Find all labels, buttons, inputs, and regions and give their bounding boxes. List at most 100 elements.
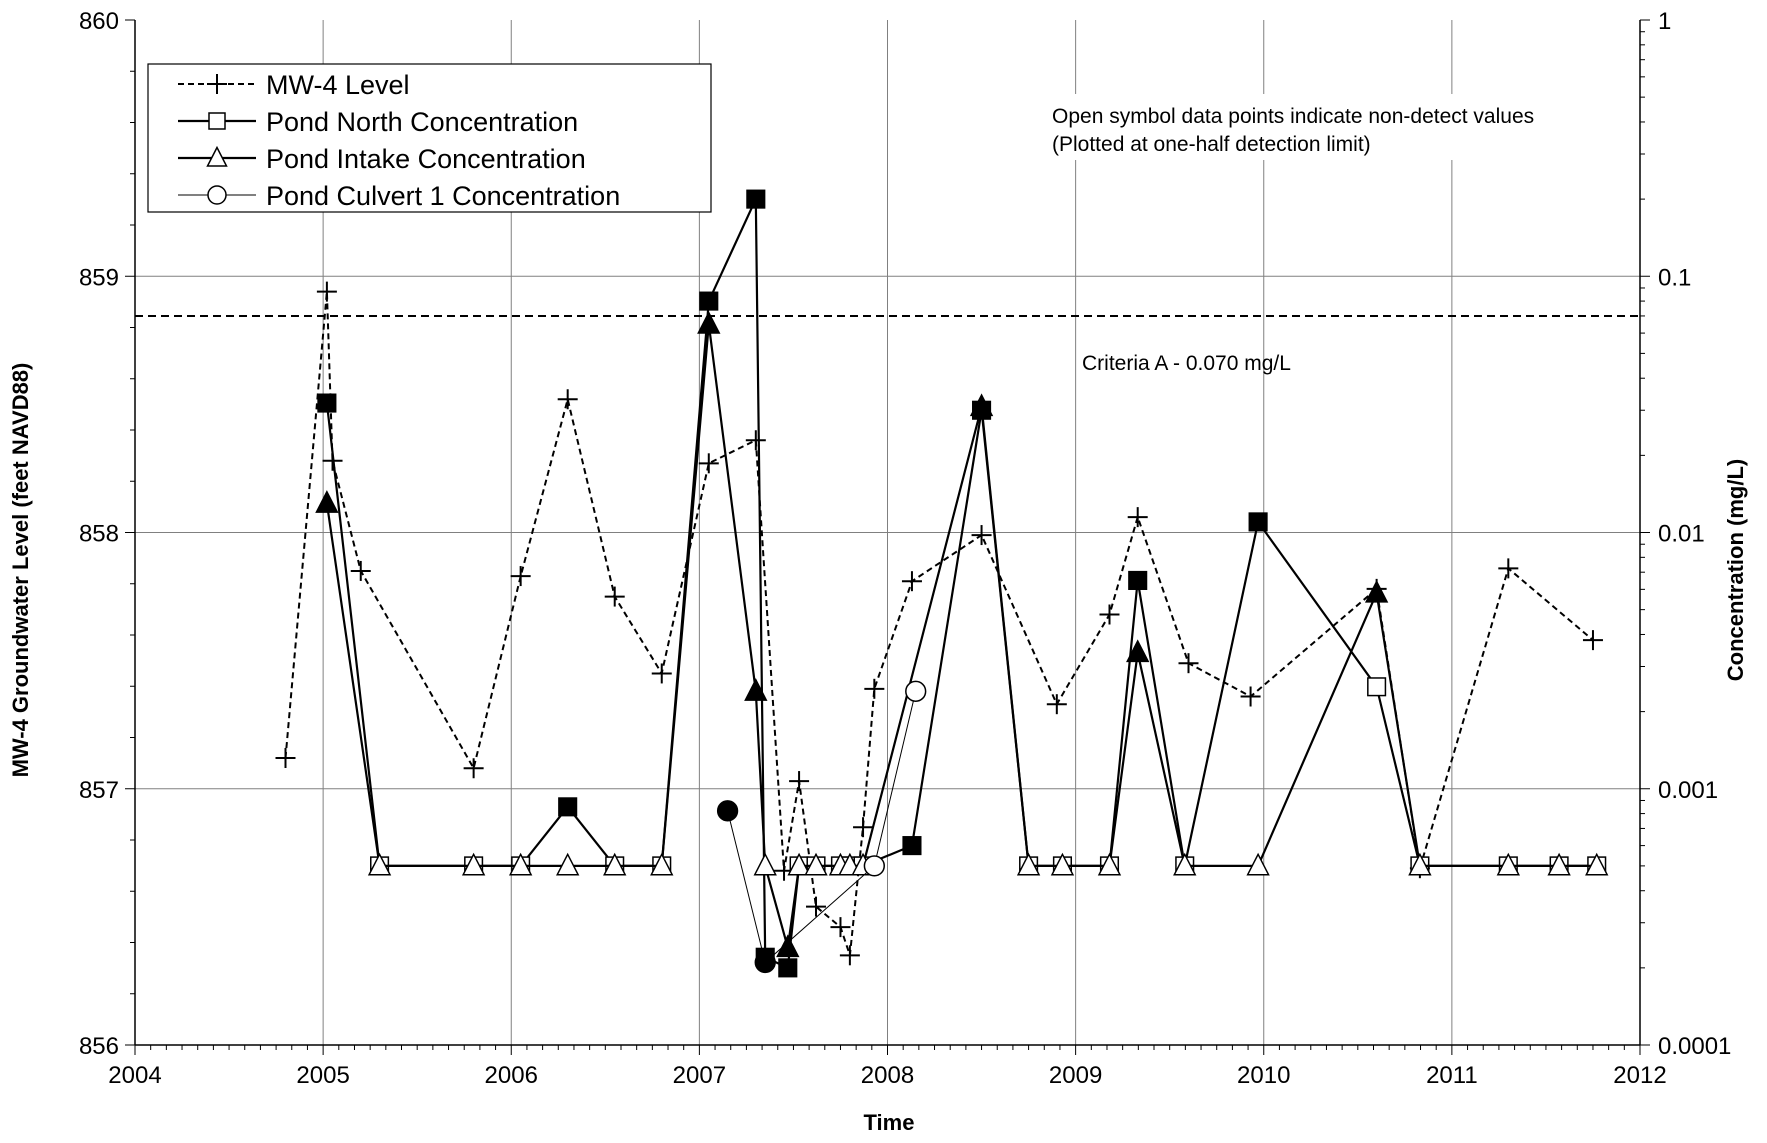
legend-label: MW-4 Level: [266, 70, 410, 100]
y-right-tick-label: 0.01: [1658, 521, 1705, 548]
criteria-label: Criteria A - 0.070 mg/L: [1082, 352, 1291, 375]
series-line: [284, 291, 1594, 956]
triangle-marker: [697, 310, 721, 334]
triangle-marker: [1408, 852, 1432, 876]
series-layer: [275, 189, 1609, 978]
x-tick-label: 2006: [485, 1062, 538, 1089]
x-tick-label: 2012: [1613, 1062, 1666, 1089]
y-left-tick-label: 860: [79, 8, 119, 35]
plus-marker: [1498, 558, 1519, 579]
triangle-marker: [1173, 852, 1197, 876]
plus-marker: [350, 560, 371, 581]
tick-labels: 2004 2005 2006 2007 2008 2009 2010 2011 2012 856 8…: [79, 8, 1731, 1089]
y-left-tick-label: 859: [79, 264, 119, 291]
plus-marker: [651, 663, 672, 684]
triangle-marker: [1246, 852, 1270, 876]
series-pond-intake-concentration: [315, 310, 1609, 958]
circle-marker: [716, 800, 739, 822]
plus-marker: [510, 566, 531, 587]
legend-box: [147, 63, 712, 213]
x-axis-title: Time: [864, 1110, 915, 1135]
y-left-tick-label: 856: [79, 1033, 119, 1060]
triangle-marker: [650, 852, 674, 876]
square-marker: [558, 797, 578, 817]
legend-entry: Pond North Concentration: [178, 107, 578, 137]
triangle-marker: [556, 852, 580, 876]
legend-label: Pond North Concentration: [266, 107, 578, 137]
triangle-marker: [1585, 852, 1609, 876]
square-marker: [746, 189, 766, 209]
legend: MW-4 Level Pond North Concentration Pond I…: [147, 63, 712, 213]
legend-entry: MW-4 Level: [178, 70, 410, 100]
plus-marker: [1127, 507, 1148, 528]
plus-marker: [806, 896, 827, 917]
circle-marker: [905, 680, 927, 702]
plus-marker: [864, 678, 885, 699]
y-right-tick-label: 0.1: [1658, 264, 1691, 291]
triangle-marker: [603, 852, 627, 876]
plus-marker: [1582, 630, 1603, 651]
square-marker: [902, 836, 922, 856]
y-right-axis-title: Concentration (mg/L): [1723, 459, 1748, 681]
triangle-marker: [1097, 852, 1122, 876]
plus-marker: [853, 817, 874, 838]
square-marker: [778, 958, 798, 978]
axes: [125, 19, 1650, 1055]
legend-square-marker: [208, 112, 226, 130]
annotation-box: [1045, 94, 1615, 160]
plus-marker: [275, 748, 296, 768]
triangle-marker: [969, 393, 994, 417]
plus-marker: [830, 917, 851, 938]
triangle-marker: [1016, 852, 1041, 876]
plus-marker: [463, 758, 484, 779]
series-mw-4-level: [275, 281, 1603, 966]
legend-circle-marker: [207, 185, 227, 205]
y-left-axis-title: MW-4 Groundwater Level (feet NAVD88): [8, 363, 33, 778]
x-tick-label: 2008: [861, 1062, 914, 1089]
y-left-tick-label: 858: [79, 521, 119, 548]
plus-marker: [839, 945, 860, 966]
series-line: [325, 324, 1597, 948]
legend-label: Pond Culvert 1 Concentration: [266, 181, 620, 211]
series-pond-culvert-1-concentration: [716, 680, 927, 974]
legend-plus-marker: [207, 74, 227, 94]
legend-triangle-marker: [206, 145, 228, 167]
triangle-marker: [508, 852, 533, 876]
square-marker: [317, 393, 337, 413]
plus-marker: [1099, 604, 1120, 625]
square-marker: [1248, 512, 1268, 532]
plus-marker: [971, 525, 992, 546]
square-marker: [1128, 570, 1148, 590]
triangle-marker: [1126, 639, 1150, 663]
plus-marker: [316, 281, 337, 302]
plus-marker: [1046, 694, 1067, 715]
triangle-marker: [1496, 852, 1520, 876]
circle-marker: [754, 951, 776, 974]
y-right-tick-label: 0.001: [1658, 777, 1718, 804]
triangle-marker: [1050, 852, 1075, 876]
triangle-marker: [367, 852, 392, 876]
triangle-marker: [461, 852, 486, 876]
triangle-marker: [315, 490, 339, 513]
triangle-marker: [787, 852, 811, 876]
legend-entry: Pond Intake Concentration: [178, 144, 586, 174]
square-marker: [1367, 677, 1387, 697]
plus-marker: [698, 453, 719, 474]
legend-label: Pond Intake Concentration: [266, 144, 586, 174]
plus-marker: [901, 571, 922, 592]
y-right-tick-label: 0.0001: [1658, 1033, 1731, 1060]
x-tick-label: 2004: [108, 1062, 161, 1089]
plus-marker: [745, 430, 766, 451]
plus-marker: [1240, 686, 1261, 707]
legend-entry: Pond Culvert 1 Concentration: [178, 181, 620, 211]
triangle-marker: [1364, 579, 1389, 603]
series-line: [325, 198, 1597, 970]
triangle-marker: [744, 678, 768, 701]
plus-marker: [557, 389, 578, 410]
triangle-marker: [753, 852, 777, 876]
x-tick-label: 2005: [296, 1062, 349, 1089]
series-line: [727, 691, 917, 964]
x-tick-label: 2010: [1237, 1062, 1290, 1089]
triangle-marker: [1547, 852, 1571, 876]
